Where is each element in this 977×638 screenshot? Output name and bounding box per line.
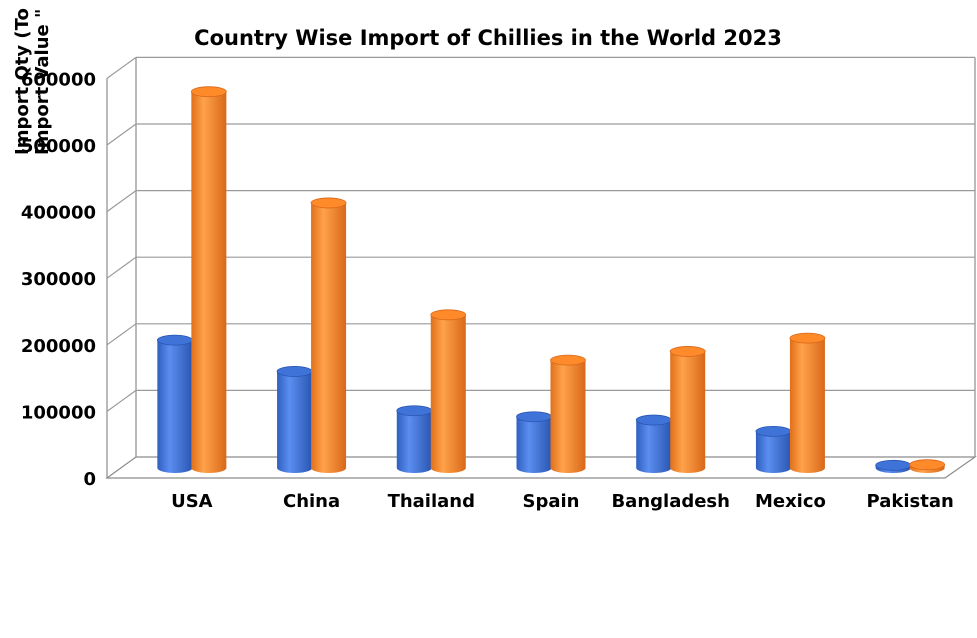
y-tick-label: 200000 xyxy=(21,336,96,357)
bar-top xyxy=(669,346,706,357)
x-tick-labels: USA China Thailand Spain Bangladesh Mexico Pak… xyxy=(171,491,954,512)
gridline-side xyxy=(106,323,137,346)
y-axis-label-secondary: Import Value " xyxy=(32,9,53,155)
bar-top xyxy=(156,334,193,346)
gridline-side xyxy=(106,389,137,412)
bar-body xyxy=(516,416,552,473)
chart-title: Country Wise Import of Chillies in the W… xyxy=(194,26,782,50)
bar-body xyxy=(550,360,586,473)
y-tick-label: 400000 xyxy=(21,203,96,224)
bar xyxy=(909,459,946,473)
bar xyxy=(550,354,586,473)
y-tick-label: 100000 xyxy=(21,402,96,423)
bar-top xyxy=(430,309,467,321)
bar xyxy=(310,197,347,473)
bar-top xyxy=(310,197,347,209)
bar-body xyxy=(396,410,432,473)
bar-top xyxy=(276,366,313,377)
floor xyxy=(105,456,977,479)
bar xyxy=(396,405,433,473)
bar-body xyxy=(191,91,227,474)
y-tick-label: 0 xyxy=(83,469,96,490)
grid-lines xyxy=(106,56,975,412)
x-tick-label: Thailand xyxy=(388,491,475,512)
x-tick-label: USA xyxy=(171,491,213,512)
bar-body xyxy=(755,431,791,473)
bar xyxy=(276,366,313,473)
bar-body xyxy=(636,420,672,473)
gridline-side xyxy=(106,123,137,146)
bar-top xyxy=(789,332,826,344)
bar xyxy=(635,414,672,473)
bar-body xyxy=(311,202,347,473)
bar-top xyxy=(875,459,912,471)
x-tick-label: Pakistan xyxy=(867,491,954,512)
x-tick-label: Mexico xyxy=(755,491,826,512)
bars xyxy=(156,86,946,474)
bar-body xyxy=(277,371,313,473)
bar-body xyxy=(157,340,193,473)
bar-body xyxy=(670,351,706,473)
bar-top xyxy=(909,459,946,471)
y-axis-label-primary: Import Qty (To xyxy=(12,8,33,155)
bar-top xyxy=(396,405,433,417)
y-tick-label: 300000 xyxy=(21,269,96,290)
bar xyxy=(156,334,193,473)
bar xyxy=(789,332,826,473)
bar-top xyxy=(550,354,586,366)
gridline-side xyxy=(106,256,137,279)
x-tick-label: Bangladesh xyxy=(611,491,730,512)
x-tick-label: China xyxy=(283,491,340,512)
x-tick-label: Spain xyxy=(523,491,580,512)
bar xyxy=(516,411,552,473)
bar-body xyxy=(789,338,825,473)
bar xyxy=(875,459,912,473)
bar xyxy=(669,346,706,473)
bar xyxy=(190,86,227,474)
gridline-side xyxy=(106,56,137,79)
bar xyxy=(755,425,792,473)
bar-top xyxy=(516,411,552,423)
y-tick-labels: 0 100000 200000 300000 400000 500000 600000 xyxy=(21,69,96,490)
bar-top xyxy=(190,86,227,98)
bar-body xyxy=(430,314,466,473)
bar xyxy=(430,309,467,473)
y-tick-label: 600000 xyxy=(21,69,96,90)
bar-top xyxy=(635,414,672,426)
bar-top xyxy=(755,425,792,437)
gridline-side xyxy=(106,190,137,213)
y-tick-label: 500000 xyxy=(21,136,96,157)
